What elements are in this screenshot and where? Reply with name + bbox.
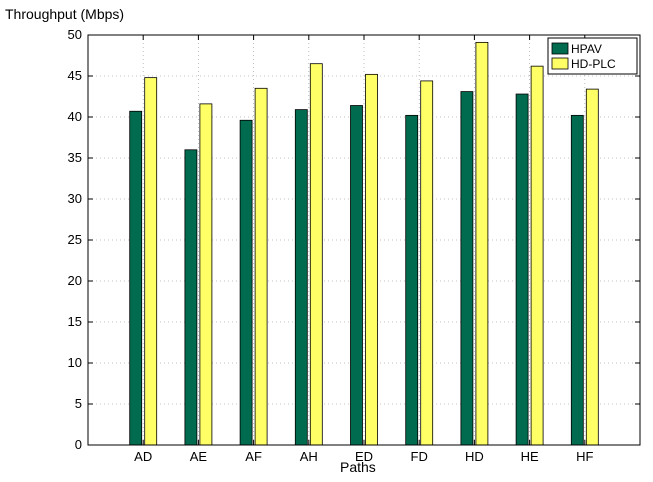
y-tick-label: 0 (75, 437, 82, 452)
legend-swatch-hpav (551, 42, 569, 55)
x-tick-label: HD (465, 449, 484, 464)
x-axis-label: Paths (340, 459, 376, 475)
bar-hd-plc-ah (309, 63, 323, 446)
x-tick-label: HE (521, 449, 539, 464)
legend-label-hpav: HPAV (571, 42, 602, 56)
bar-hd-plc-hf (585, 88, 599, 446)
y-axis-label: Throughput (Mbps) (5, 6, 125, 22)
bar-hpav-ad (129, 110, 143, 446)
bar-hpav-af (239, 119, 253, 446)
bar-hpav-hf (570, 114, 584, 446)
bar-hd-plc-ae (199, 103, 213, 446)
y-tick-label: 35 (68, 150, 82, 165)
y-tick-label: 20 (68, 273, 82, 288)
x-tick-label: FD (411, 449, 428, 464)
y-tick-label: 25 (68, 232, 82, 247)
y-tick-label: 45 (68, 68, 82, 83)
bar-hpav-ae (184, 149, 198, 446)
bar-hd-plc-fd (420, 80, 434, 446)
x-tick-label: AE (190, 449, 208, 464)
bar-hd-plc-hd (475, 41, 489, 446)
y-tick-label: 5 (75, 396, 82, 411)
legend-swatch-hd-plc (551, 57, 569, 70)
y-tick-label: 10 (68, 355, 82, 370)
bar-hpav-ah (294, 109, 308, 446)
bar-hpav-fd (405, 114, 419, 446)
bar-hd-plc-ed (365, 73, 378, 446)
bar-hd-plc-he (530, 65, 544, 446)
x-tick-label: ED (355, 449, 373, 464)
bar-hpav-hd (460, 91, 474, 446)
y-tick-label: 40 (68, 109, 82, 124)
bar-hpav-ed (350, 105, 363, 446)
x-tick-label: AH (300, 449, 318, 464)
x-tick-label: AD (134, 449, 152, 464)
x-tick-label: AF (245, 449, 262, 464)
legend-label-hd-plc: HD-PLC (571, 57, 616, 71)
y-tick-label: 15 (68, 314, 82, 329)
bar-hpav-he (515, 93, 529, 446)
bar-hd-plc-af (254, 87, 268, 446)
bar-hd-plc-ad (144, 77, 158, 446)
y-tick-label: 50 (68, 27, 82, 42)
y-tick-label: 30 (68, 191, 82, 206)
x-tick-label: HF (576, 449, 593, 464)
